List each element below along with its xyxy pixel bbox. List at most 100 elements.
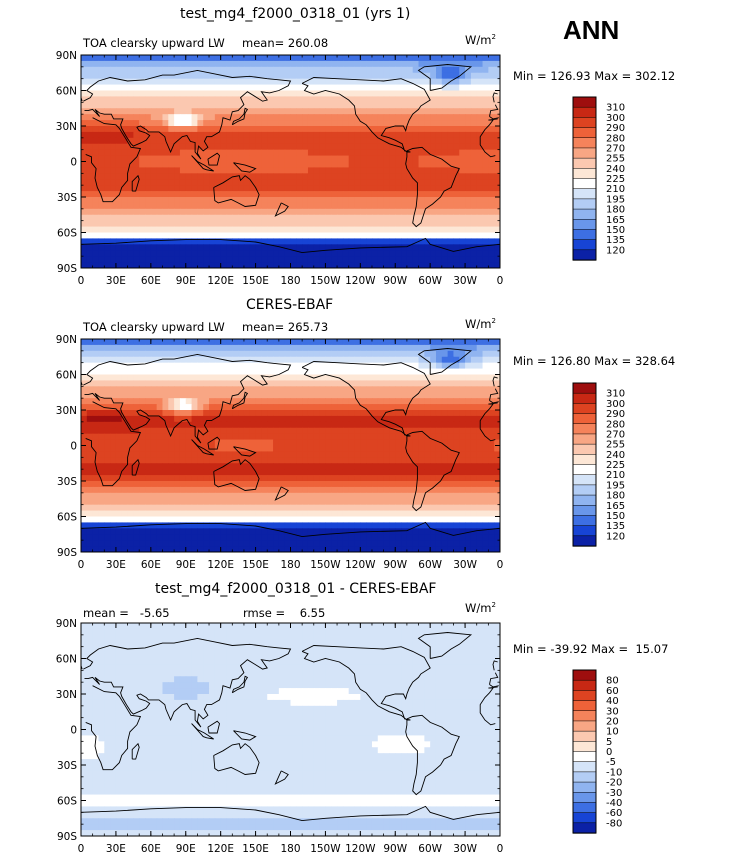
field-cell [179,504,187,512]
field-cell [348,185,356,192]
field-cell [465,137,472,145]
field-cell [243,232,251,240]
field-cell [360,262,367,268]
field-cell [395,126,402,133]
field-cell [162,463,169,470]
field-cell [214,114,222,121]
field-cell [424,350,431,358]
field-cell [494,457,500,464]
field-cell [331,55,338,62]
field-cell [319,427,327,435]
field-cell [209,131,216,139]
field-cell [412,451,420,458]
field-cell [307,137,315,145]
field-cell [191,362,198,370]
field-cell [249,96,257,103]
field-cell [389,410,396,417]
field-cell [255,510,262,518]
field-cell [360,232,367,240]
field-cell [307,350,315,358]
field-cell [424,220,431,228]
field-cell [366,481,373,488]
field-cell [494,380,500,387]
field-cell [494,191,500,198]
field-cell [441,350,449,358]
field-cell [307,202,315,210]
field-cell [145,368,152,376]
field-cell [284,72,292,80]
field-cell [488,486,495,494]
field-cell [284,262,292,268]
field-cell [290,486,297,494]
field-cell [319,451,327,458]
field-cell [284,498,292,506]
field-cell [348,427,356,435]
field-cell [255,433,262,441]
field-cell [226,398,233,405]
field-cell [115,131,123,139]
field-cell [249,226,257,234]
field-cell [354,84,361,92]
field-cell [331,344,338,352]
field-cell [226,380,233,387]
field-cell [366,72,373,80]
field-cell [278,475,286,482]
field-cell [145,55,152,62]
field-cell [348,78,356,86]
field-cell [179,362,187,370]
field-cell [220,149,228,157]
field-cell [203,392,210,399]
field-cell [226,244,233,251]
field-cell [261,155,268,163]
field-cell [243,368,251,376]
field-cell [278,410,286,417]
field-cell [348,374,356,382]
field-cell [395,238,402,245]
field-cell [232,137,239,145]
field-cell [214,167,222,174]
field-cell [179,72,187,80]
field-cell [476,469,484,476]
field-cell [133,362,140,370]
field-cell [412,250,420,257]
field-cell [441,486,449,494]
field-cell [465,197,472,204]
field-cell [319,120,327,127]
field-cell [302,126,309,133]
field-cell [162,368,169,376]
field-cell [313,486,321,494]
field-cell [354,208,361,216]
field-cell [110,244,117,251]
field-cell [459,504,466,512]
field-cell [168,486,175,494]
field-cell [162,167,169,174]
field-cell [267,475,274,482]
field-cell [488,445,495,453]
field-cell [366,356,373,364]
field-cell [360,173,367,180]
field-cell [360,226,367,234]
field-cell [302,167,309,174]
field-cell [273,410,280,417]
field-cell [325,445,332,453]
field-cell [488,350,495,358]
field-cell [494,84,500,92]
field-cell [255,208,262,216]
field-cell [482,78,489,86]
field-cell [435,120,443,127]
field-cell [273,131,280,139]
field-cell [313,108,321,115]
field-cell [435,220,443,228]
field-cell [325,220,332,228]
field-cell [307,410,315,417]
field-cell [267,220,274,228]
field-cell [92,232,100,240]
field-cell [267,108,274,115]
field-cell [331,421,338,429]
field-cell [470,220,478,228]
field-cell [249,120,257,127]
field-cell [168,469,175,476]
field-cell [243,214,251,222]
field-cell [197,344,204,352]
field-cell [174,244,181,251]
